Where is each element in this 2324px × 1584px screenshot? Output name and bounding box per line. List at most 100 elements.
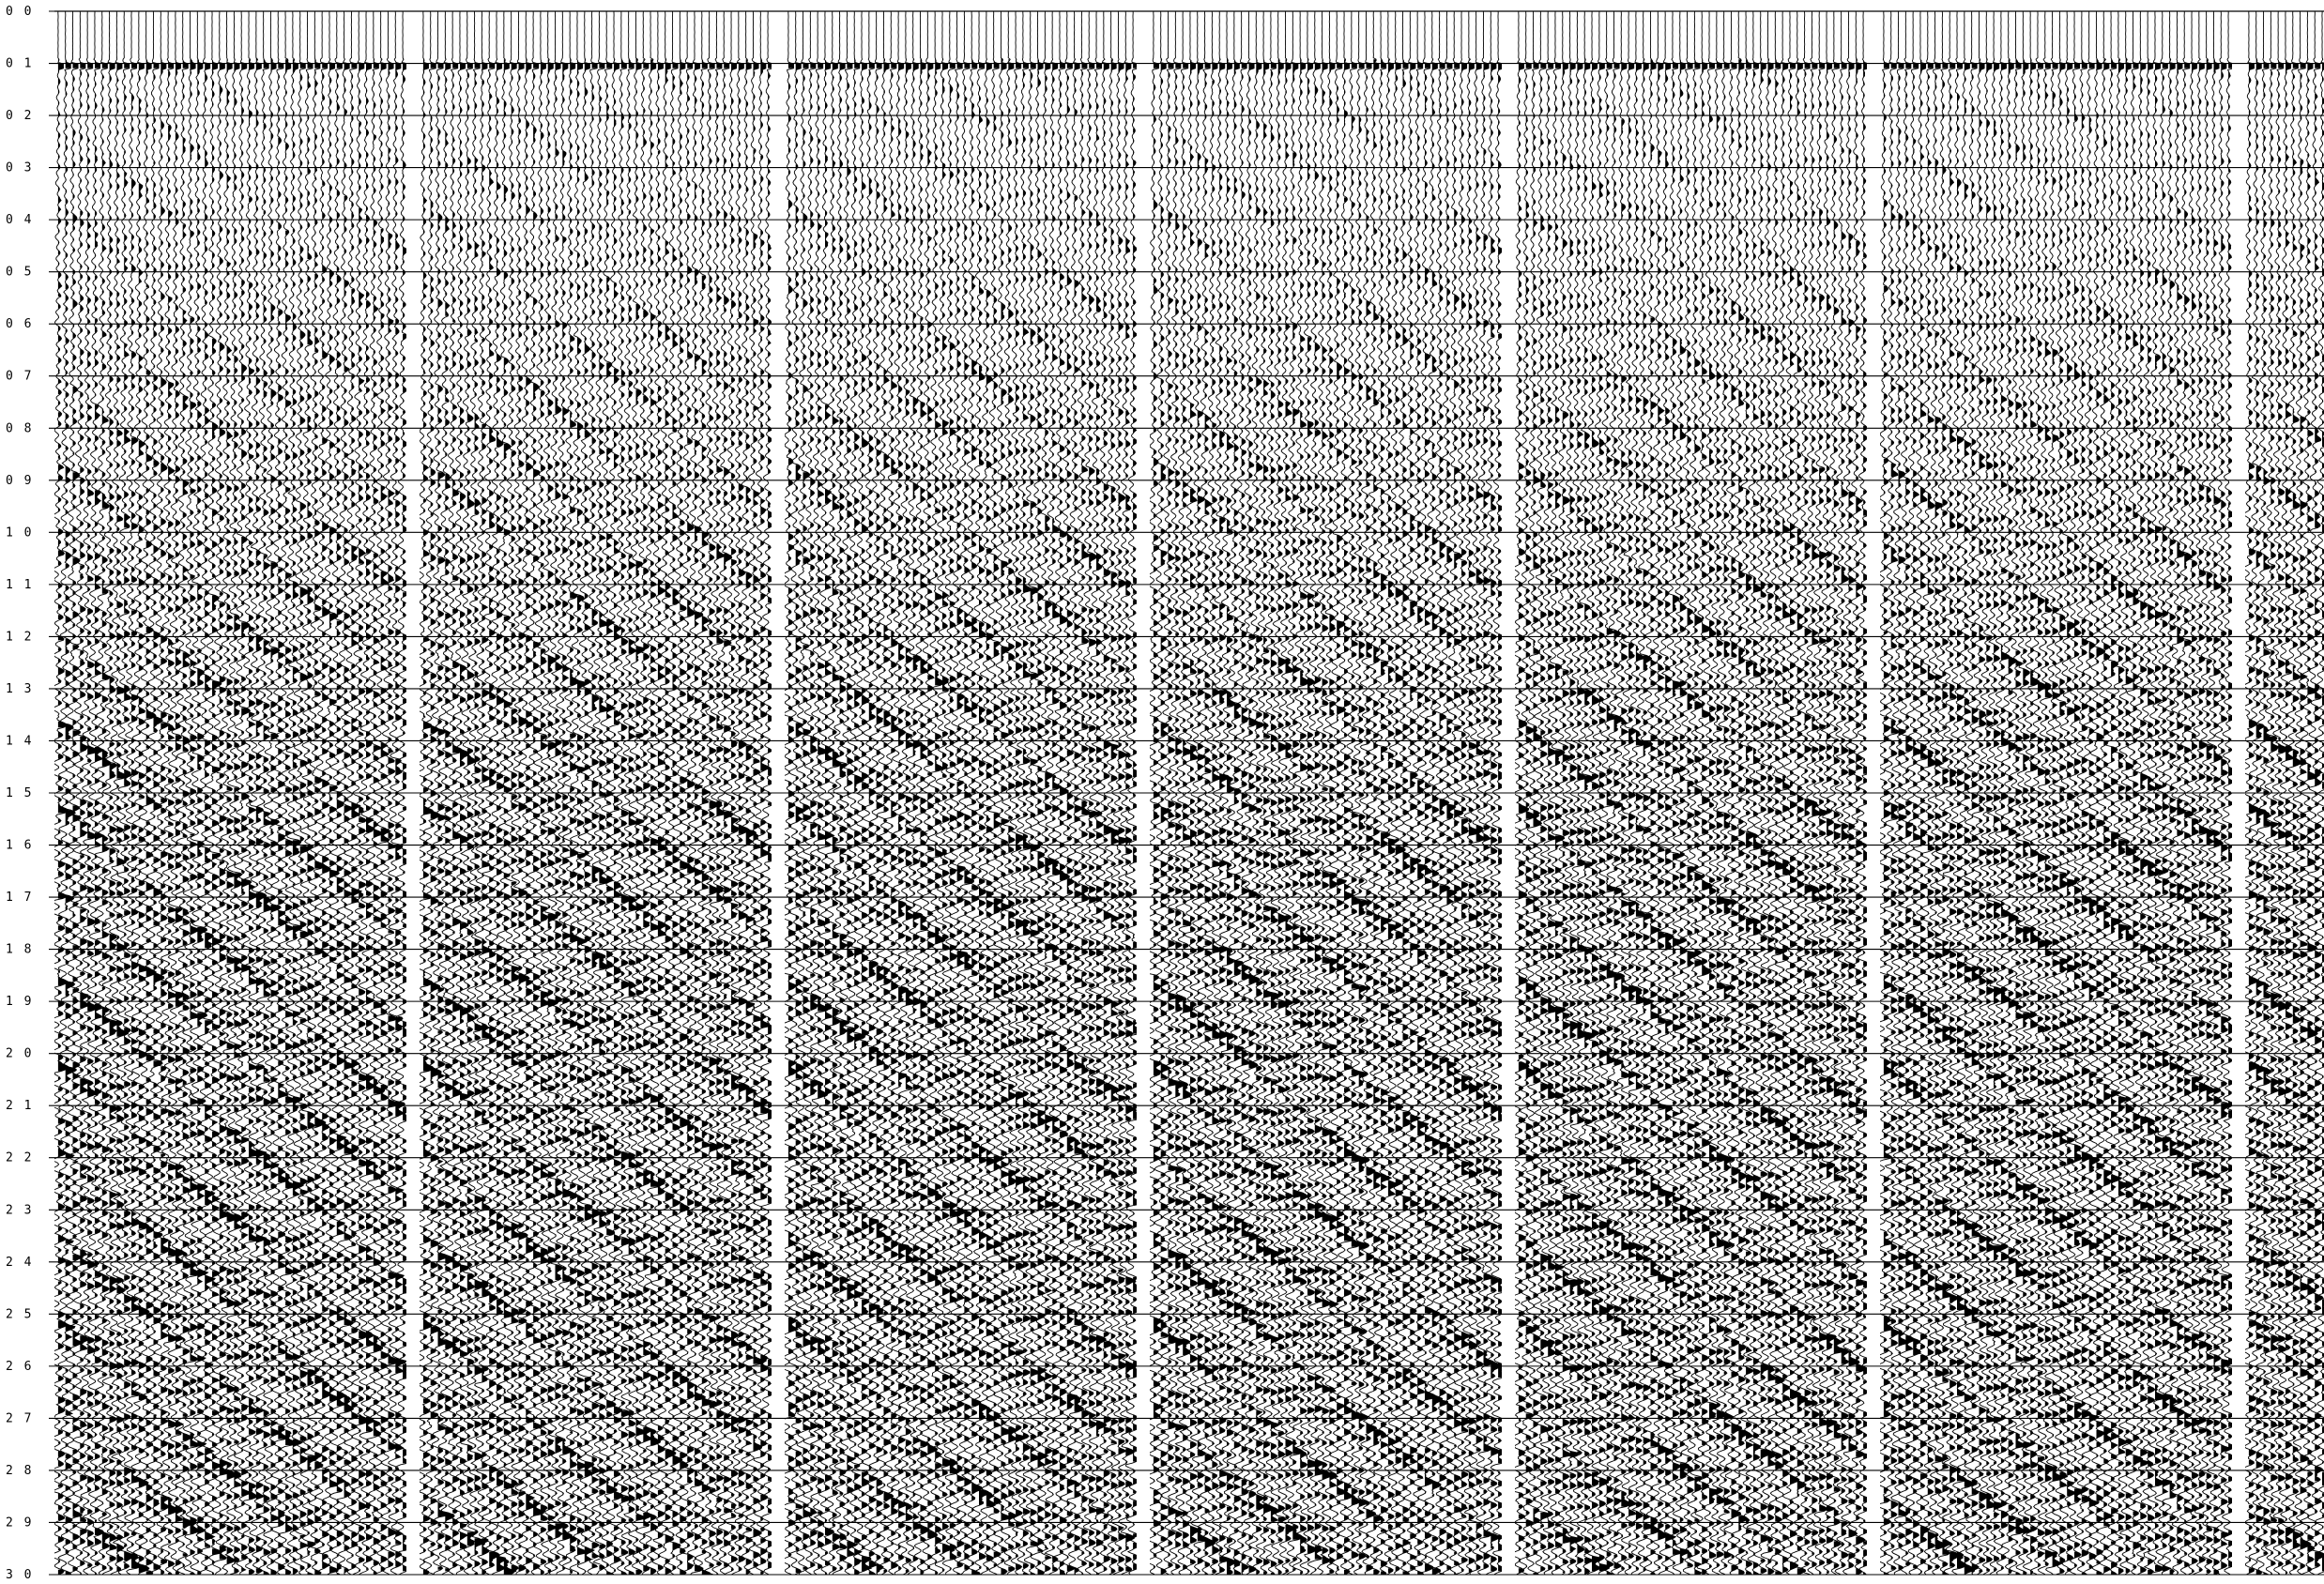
y-tick-label: 1 6 <box>6 839 33 853</box>
trace-fill <box>1045 11 1056 1572</box>
trace-fill <box>1373 17 1384 1575</box>
trace-fill <box>2067 15 2077 1572</box>
trace-fill <box>935 14 945 1575</box>
trace-fill <box>2000 11 2011 1570</box>
y-tick-label: 0 6 <box>6 317 33 331</box>
trace-fill <box>986 12 998 1570</box>
trace-fill <box>920 15 929 1575</box>
panel-separator <box>2232 0 2245 1584</box>
trace-fill <box>278 17 289 1570</box>
trace-fill <box>1022 14 1032 1575</box>
panel-separator <box>772 0 785 1584</box>
trace-fill <box>847 12 858 1569</box>
trace-fill <box>1337 15 1347 1570</box>
trace-fill <box>1175 11 1186 1569</box>
y-tick-label: 3 0 <box>6 1568 33 1582</box>
trace-fill <box>138 11 149 1573</box>
trace-fill <box>2133 12 2143 1569</box>
trace-fill <box>1598 11 1610 1572</box>
trace-fill <box>2162 15 2173 1572</box>
trace-fill <box>2015 15 2026 1575</box>
trace-fill <box>1256 14 1266 1575</box>
trace-fill <box>1782 11 1792 1573</box>
trace-fill <box>1277 11 1289 1575</box>
y-tick-label: 2 5 <box>6 1307 33 1321</box>
trace-fill <box>1212 12 1223 1574</box>
trace-fill <box>701 15 712 1575</box>
trace-fill <box>145 15 157 1575</box>
trace-fill <box>584 11 594 1573</box>
trace-fill <box>1307 12 1318 1574</box>
trace-fill <box>555 15 565 1569</box>
trace-fill <box>1160 14 1171 1575</box>
trace-fill <box>825 17 834 1575</box>
trace-fill <box>1898 12 1909 1570</box>
trace-fill <box>452 11 463 1567</box>
trace-fill <box>854 12 865 1575</box>
trace-fill <box>1856 12 1867 1575</box>
y-tick-label: 0 4 <box>6 213 33 227</box>
y-tick-label: 0 7 <box>6 370 33 384</box>
trace-fill <box>1890 14 1900 1570</box>
trace-fill <box>665 14 676 1575</box>
trace-fill <box>1738 17 1749 1575</box>
trace-fill <box>891 14 900 1569</box>
trace-fill <box>1285 15 1294 1573</box>
trace-fill <box>72 12 84 1572</box>
trace-fill <box>1381 15 1392 1575</box>
y-tick-label: 0 9 <box>6 474 33 488</box>
trace-fill <box>883 14 894 1574</box>
trace-fill <box>2030 14 2041 1575</box>
trace-fill <box>1927 15 1936 1570</box>
trace-fill <box>695 15 706 1572</box>
trace-fill <box>437 12 449 1570</box>
trace-fill <box>577 12 589 1575</box>
trace-fill <box>322 11 331 1569</box>
trace-fill <box>657 14 668 1570</box>
trace-fill <box>1008 17 1018 1572</box>
trace-fill <box>2322 11 2324 1572</box>
trace-fill <box>687 11 696 1570</box>
trace-fill <box>1883 15 1895 1575</box>
trace-fill <box>1752 14 1763 1575</box>
trace-fill <box>979 14 989 1569</box>
trace-fill <box>1934 14 1946 1569</box>
trace-fill <box>643 17 653 1572</box>
y-tick-label: 2 7 <box>6 1411 33 1425</box>
trace-fill <box>190 15 201 1575</box>
trace-fill <box>1613 14 1625 1569</box>
trace-fill <box>57 15 69 1575</box>
trace-fill <box>1248 14 1261 1574</box>
trace-fill <box>1241 15 1252 1575</box>
trace-fill <box>1841 15 1849 1567</box>
trace-fill <box>628 12 638 1575</box>
trace-fill <box>768 11 779 1569</box>
trace-fill <box>1110 15 1122 1573</box>
trace-fill <box>1540 11 1552 1572</box>
trace-fill <box>1066 15 1078 1572</box>
trace-fill <box>1555 17 1567 1570</box>
trace-fill <box>1300 14 1310 1575</box>
trace-fill <box>1358 12 1369 1569</box>
y-tick-label: 0 0 <box>6 5 33 19</box>
trace-fill <box>1475 15 1485 1570</box>
trace-fill <box>1746 15 1757 1575</box>
trace-fill <box>2206 15 2217 1573</box>
trace-fill <box>1979 14 1989 1574</box>
trace-fill <box>635 11 647 1575</box>
trace-fill <box>1351 12 1363 1567</box>
y-tick-label: 2 2 <box>6 1151 33 1165</box>
trace-fill <box>2155 15 2166 1572</box>
trace-fill <box>249 14 260 1575</box>
trace-fill <box>1584 12 1596 1575</box>
trace-fill <box>2103 17 2114 1573</box>
trace-fill <box>1716 12 1728 1567</box>
trace-fill <box>2184 11 2194 1567</box>
y-tick-label: 2 1 <box>6 1099 33 1113</box>
trace-fill <box>993 12 1004 1567</box>
y-tick-label: 1 0 <box>6 525 33 540</box>
trace-fill <box>803 12 814 1570</box>
trace-fill <box>1052 11 1062 1572</box>
y-tick-label: 1 9 <box>6 995 33 1009</box>
trace-fill <box>2023 15 2034 1575</box>
